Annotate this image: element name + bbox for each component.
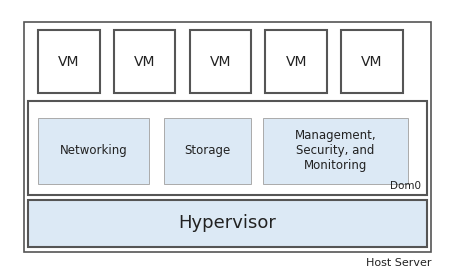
Text: Dom0: Dom0 [390, 181, 421, 191]
Text: Host Server: Host Server [366, 258, 431, 267]
Bar [38, 30, 100, 93]
Text: VM: VM [285, 55, 307, 69]
Bar [263, 118, 408, 184]
Text: Networking: Networking [60, 144, 128, 157]
Text: Management,
Security, and
Monitoring: Management, Security, and Monitoring [294, 129, 376, 172]
Bar [28, 200, 427, 247]
Text: Hypervisor: Hypervisor [179, 214, 276, 232]
Text: VM: VM [210, 55, 231, 69]
Bar [24, 22, 431, 252]
Bar [164, 118, 251, 184]
Bar [341, 30, 403, 93]
Text: VM: VM [361, 55, 383, 69]
Text: VM: VM [58, 55, 80, 69]
Text: VM: VM [134, 55, 155, 69]
Bar [265, 30, 327, 93]
Text: Storage: Storage [184, 144, 230, 157]
Bar [28, 101, 427, 195]
Bar [114, 30, 175, 93]
Bar [190, 30, 251, 93]
Bar [38, 118, 149, 184]
